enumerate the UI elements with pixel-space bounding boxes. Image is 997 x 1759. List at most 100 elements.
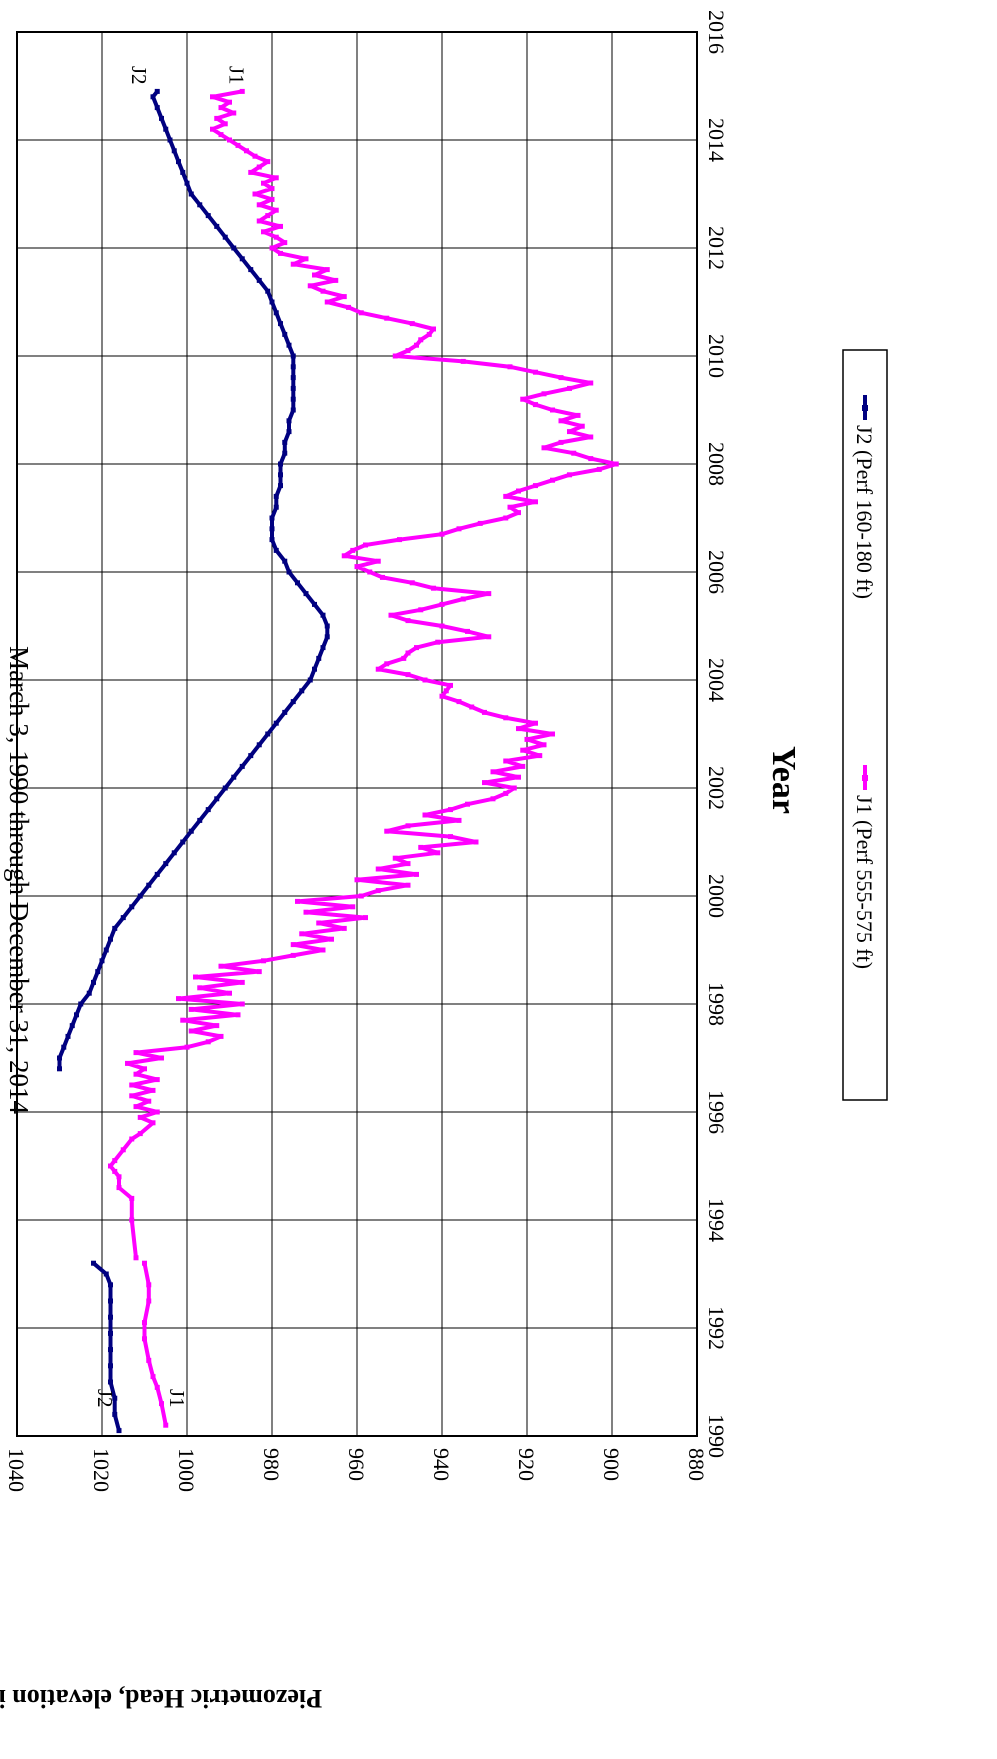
x-tick-group: 1994 — [704, 1198, 729, 1242]
data-point — [401, 655, 407, 661]
data-point — [439, 623, 445, 629]
x-tick-label: 1992 — [704, 1306, 729, 1350]
data-point — [112, 1395, 118, 1401]
legend-entry: J2 (Perf 160-180 ft) — [852, 395, 877, 599]
data-point — [307, 677, 313, 683]
data-point — [197, 817, 203, 823]
data-point — [295, 898, 300, 904]
data-point — [507, 364, 513, 370]
data-point — [324, 623, 330, 629]
data-point — [244, 148, 249, 154]
data-point — [524, 736, 530, 742]
data-point — [418, 844, 424, 850]
data-point — [205, 1039, 211, 1045]
data-point — [307, 283, 313, 289]
data-point — [269, 245, 275, 251]
data-point — [282, 331, 288, 337]
data-point — [375, 666, 381, 672]
data-point — [456, 526, 462, 532]
data-point — [112, 1411, 118, 1417]
data-point — [222, 785, 228, 791]
data-point — [163, 126, 169, 132]
y-tick-group: 980 — [259, 1448, 284, 1481]
data-point — [290, 364, 296, 370]
series-annotation: J2 — [93, 1389, 117, 1408]
data-point — [265, 731, 271, 737]
data-point — [588, 380, 594, 386]
data-point — [95, 969, 101, 975]
x-tick-group: 2014 — [704, 118, 729, 162]
data-point — [516, 726, 521, 732]
data-point — [439, 693, 445, 699]
data-point — [613, 461, 619, 467]
data-point — [363, 915, 368, 921]
y-tick-group: 920 — [514, 1448, 539, 1481]
x-tick-group: 1998 — [704, 982, 729, 1026]
data-point — [265, 288, 271, 294]
data-point — [214, 796, 220, 802]
data-point — [218, 132, 224, 138]
data-point — [571, 450, 577, 456]
data-point — [116, 1428, 122, 1434]
annotation-group: J1 — [165, 1389, 189, 1408]
data-point — [350, 547, 356, 553]
data-point — [516, 510, 521, 516]
data-point — [214, 1023, 220, 1029]
data-point — [579, 423, 585, 429]
data-point — [316, 920, 322, 926]
data-point — [142, 1336, 147, 1342]
data-point — [558, 375, 564, 381]
data-point — [405, 348, 411, 354]
x-tick-group: 2016 — [704, 10, 729, 54]
series-line — [57, 90, 330, 1069]
y-tick-label: 1000 — [174, 1448, 199, 1492]
data-point — [324, 299, 330, 305]
data-point — [273, 720, 279, 726]
data-point — [392, 855, 398, 861]
legend-box — [842, 349, 888, 1101]
data-point — [443, 688, 449, 694]
data-point — [388, 612, 394, 618]
data-point — [533, 499, 538, 505]
data-point — [350, 904, 356, 910]
data-point — [269, 515, 275, 521]
data-point — [414, 645, 419, 651]
data-point — [108, 936, 113, 942]
data-point — [286, 342, 292, 348]
data-point — [188, 1006, 194, 1012]
data-point — [516, 774, 521, 780]
data-point — [214, 223, 220, 229]
y-tick-group: 1000 — [174, 1448, 199, 1492]
data-point — [154, 105, 160, 111]
data-point — [503, 493, 509, 499]
legend-entries: J1 (Perf 555-575 ft) J2 (Perf 160-180 ft) — [852, 395, 877, 969]
data-point — [188, 828, 194, 834]
data-point — [273, 493, 279, 499]
data-point — [176, 996, 181, 1002]
data-point — [290, 353, 296, 359]
data-point — [142, 1320, 147, 1326]
x-tick-label: 2000 — [704, 874, 729, 918]
data-point — [133, 1050, 139, 1056]
data-point — [269, 537, 275, 543]
data-point — [227, 990, 232, 996]
data-point — [116, 1174, 122, 1180]
data-point — [503, 790, 509, 796]
data-point — [414, 342, 419, 348]
data-point — [57, 1055, 62, 1061]
data-point — [282, 450, 288, 456]
data-point — [490, 769, 496, 775]
series-line — [142, 1262, 168, 1426]
data-point — [222, 121, 228, 127]
data-point — [227, 99, 232, 105]
x-tick-labels: 1990 1992 1994 1996 1998 2000 2002 2004 2006 2008… — [704, 10, 729, 1458]
data-point — [278, 461, 283, 467]
data-point — [265, 213, 271, 219]
x-tick-group: 2010 — [704, 334, 729, 378]
data-point — [375, 888, 381, 894]
y-tick-group: 900 — [599, 1448, 624, 1481]
data-point — [235, 1012, 241, 1018]
data-point — [511, 785, 517, 791]
data-point — [384, 661, 390, 667]
data-point — [137, 893, 143, 899]
